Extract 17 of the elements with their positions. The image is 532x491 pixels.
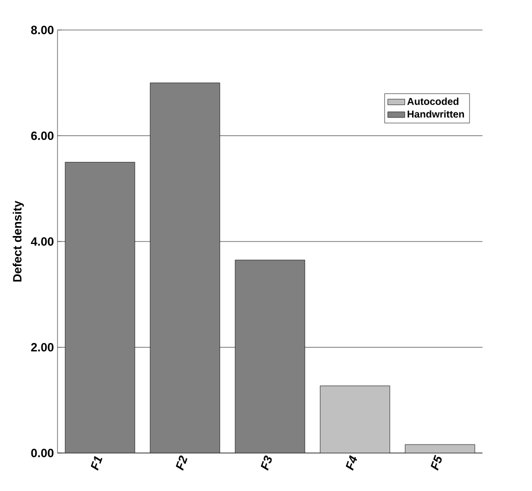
legend-label: Autocoded [407, 98, 458, 105]
y-tick-label: 4.00 [30, 237, 54, 246]
x-tick-label: F5 [430, 454, 442, 471]
x-tick-label: F1 [90, 456, 102, 471]
bar [64, 162, 136, 453]
legend-label: Handwritten [408, 110, 464, 118]
y-tick-label: 0.00 [31, 448, 54, 458]
y-tick-label: 6.00 [31, 132, 54, 140]
y-tick-label: 2.00 [31, 343, 54, 352]
x-tick-label: F3 [260, 456, 272, 471]
x-tick-label: F2 [176, 456, 188, 471]
y-axis-title: Defect density [12, 200, 24, 282]
bar [320, 386, 390, 453]
x-tick-label: F4 [346, 455, 358, 471]
bar [150, 82, 220, 453]
y-tick-label: 8.00 [31, 26, 54, 34]
bar [234, 260, 306, 453]
